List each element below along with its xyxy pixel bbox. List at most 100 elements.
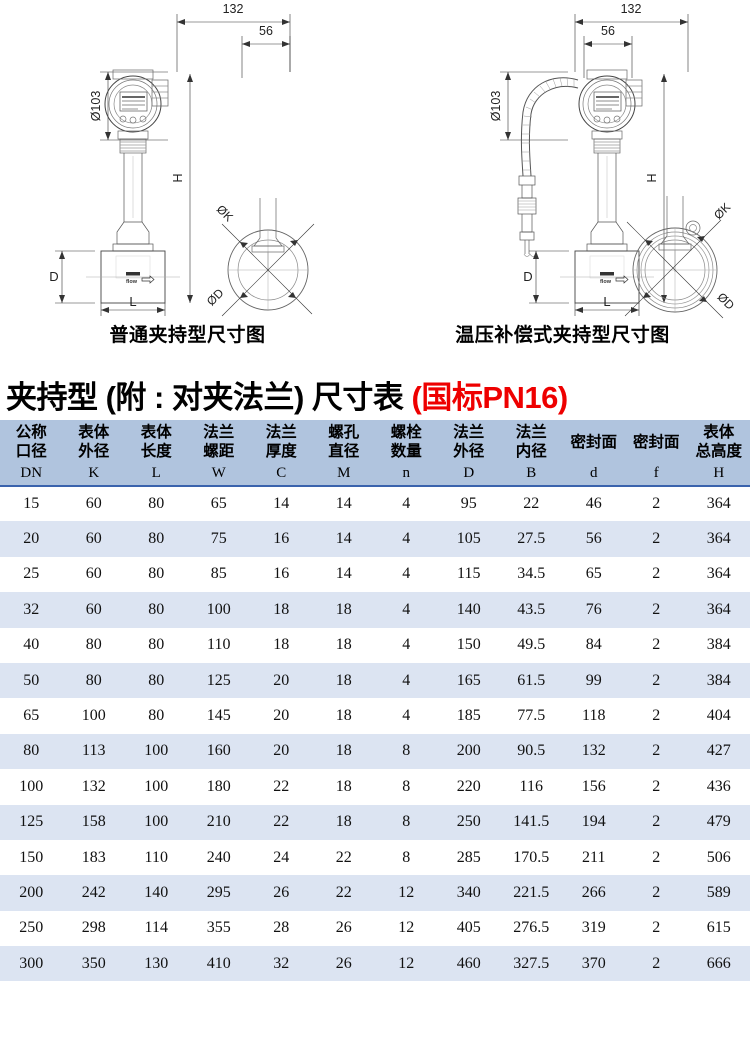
col-header-dn-line2: 口径 <box>15 443 47 460</box>
cell-f: 2 <box>625 698 688 734</box>
cell-d: 150 <box>437 627 500 663</box>
cell-m: 14 <box>312 521 375 557</box>
col-header-h-line1: 表体 <box>703 424 735 441</box>
cell-f: 2 <box>625 769 688 805</box>
cell-dn: 100 <box>0 769 63 805</box>
cell-w: 100 <box>187 592 250 628</box>
col-symbol-c: C <box>250 464 313 487</box>
title-standard-badge: (国标PN16) <box>411 379 569 415</box>
cell-m: 18 <box>312 769 375 805</box>
cell-w: 145 <box>187 698 250 734</box>
col-header-n: 螺栓 数量 <box>375 420 438 464</box>
table-row: 150 183 110 240 24 22 8 285 170.5 211 2 506 <box>0 839 750 876</box>
cell-b: 34.5 <box>500 556 563 593</box>
col-symbol-l: L <box>125 464 188 487</box>
cell-m: 26 <box>312 946 375 982</box>
cell-d: 95 <box>437 486 500 522</box>
col-header-c-line1: 法兰 <box>265 424 297 441</box>
page-title: 夹持型 (附 : 对夹法兰) 尺寸表 (国标PN16) <box>6 372 568 417</box>
cell-n: 12 <box>375 910 438 947</box>
dim-bolt-circle-left: ØK <box>214 202 236 224</box>
col-header-w: 法兰 螺距 <box>187 420 250 464</box>
cell-b: 221.5 <box>500 875 563 911</box>
cell-l: 100 <box>125 733 188 770</box>
cell-k: 60 <box>62 556 125 593</box>
cell-dn: 50 <box>0 662 63 699</box>
drawing-standard-clamp-type: flow <box>0 0 375 320</box>
col-header-d-outer-line1: 法兰 <box>453 424 485 441</box>
col-header-c-line2: 厚度 <box>265 443 297 460</box>
section-title: 夹持型 (附 : 对夹法兰) 尺寸表 (国标PN16) <box>0 368 750 420</box>
cell-n: 8 <box>375 804 438 840</box>
col-header-f-seal: 密封面 <box>625 420 688 464</box>
cell-dn: 40 <box>0 627 63 663</box>
col-header-n-line2: 数量 <box>390 443 422 460</box>
table-head: 公称 口径 表体 外径 表体 长度 法兰 螺距 <box>0 420 750 487</box>
col-header-d-seal-line2: 密封面 <box>570 433 617 451</box>
col-header-c: 法兰 厚度 <box>250 420 313 464</box>
cell-w: 110 <box>187 627 250 663</box>
cell-w: 125 <box>187 662 250 699</box>
table-row: 200 242 140 295 26 22 12 340 221.5 266 2 589 <box>0 875 750 911</box>
cell-l: 130 <box>125 946 188 982</box>
cell-n: 4 <box>375 556 438 593</box>
cell-dn: 20 <box>0 521 63 557</box>
cell-n: 4 <box>375 486 438 522</box>
cell-w: 240 <box>187 839 250 876</box>
cell-d: 319 <box>562 910 625 947</box>
cell-d: 118 <box>562 698 625 734</box>
table-row: 32 60 80 100 18 18 4 140 43.5 76 2 364 <box>0 592 750 628</box>
col-header-w-line2: 螺距 <box>203 443 235 460</box>
cell-k: 132 <box>62 769 125 805</box>
cell-d: 76 <box>562 592 625 628</box>
cell-l: 80 <box>125 521 188 557</box>
cell-c: 26 <box>250 875 313 911</box>
title-main: 夹持型 (附 : 对夹法兰) 尺寸表 <box>6 379 412 415</box>
cell-k: 60 <box>62 592 125 628</box>
cell-b: 116 <box>500 769 563 805</box>
col-symbol-w: W <box>187 464 250 487</box>
cell-l: 110 <box>125 839 188 876</box>
cell-m: 26 <box>312 910 375 947</box>
col-symbol-d-outer: D <box>437 464 500 487</box>
header-row-symbols: DN K L W C M n D B d f H <box>0 464 750 487</box>
col-symbol-n: n <box>375 464 438 487</box>
cell-h: 364 <box>687 556 750 593</box>
cell-l: 80 <box>125 627 188 663</box>
cell-w: 180 <box>187 769 250 805</box>
table-row: 100 132 100 180 22 18 8 220 116 156 2 436 <box>0 769 750 805</box>
col-header-m-line1: 螺孔 <box>328 424 360 441</box>
col-header-k: 表体 外径 <box>62 420 125 464</box>
cell-d: 185 <box>437 698 500 734</box>
caption-temp-pressure-compensated: 温压补偿式夹持型尺寸图 <box>455 325 670 346</box>
dim-width-offset-right: 56 <box>601 24 615 38</box>
cell-c: 24 <box>250 839 313 876</box>
cell-d: 370 <box>562 946 625 982</box>
cell-d: 46 <box>562 486 625 522</box>
cell-l: 80 <box>125 662 188 699</box>
cell-n: 4 <box>375 627 438 663</box>
col-header-d-outer: 法兰 外径 <box>437 420 500 464</box>
col-header-d-outer-line2: 外径 <box>453 443 485 460</box>
technical-drawings: flow <box>0 0 750 320</box>
cell-d: 266 <box>562 875 625 911</box>
cell-m: 18 <box>312 733 375 770</box>
cell-dn: 150 <box>0 839 63 876</box>
table-row: 80 113 100 160 20 18 8 200 90.5 132 2 427 <box>0 733 750 770</box>
cell-c: 32 <box>250 946 313 982</box>
cell-dn: 32 <box>0 592 63 628</box>
cell-b: 27.5 <box>500 521 563 557</box>
dimension-table-wrap: 公称 口径 表体 外径 表体 长度 法兰 螺距 <box>0 420 750 982</box>
cell-b: 170.5 <box>500 839 563 876</box>
dim-flange-outer-left: ØD <box>204 286 227 309</box>
cell-h: 615 <box>687 910 750 947</box>
cell-d: 405 <box>437 910 500 947</box>
cell-l: 100 <box>125 804 188 840</box>
cell-d: 211 <box>562 839 625 876</box>
dim-head-diameter-left: Ø103 <box>89 91 103 122</box>
dim-body-length-right: L <box>603 294 610 309</box>
dim-body-diameter-right: D <box>523 269 532 284</box>
cell-k: 100 <box>62 698 125 734</box>
col-header-m: 螺孔 直径 <box>312 420 375 464</box>
